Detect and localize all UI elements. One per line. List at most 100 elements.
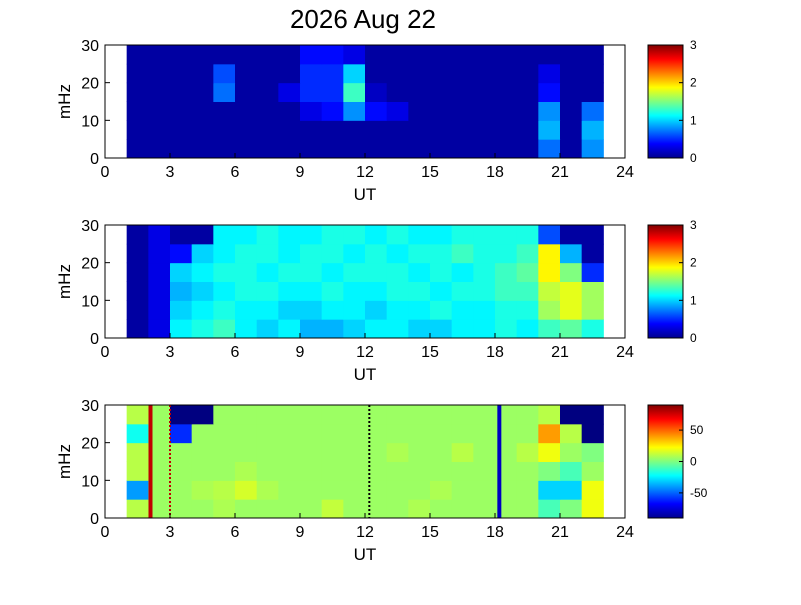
heat-cell — [365, 281, 388, 301]
heat-cell — [235, 480, 258, 500]
heat-cell — [170, 120, 193, 140]
heat-cell — [451, 120, 474, 140]
heat-cell — [516, 499, 539, 519]
heat-cell — [408, 499, 431, 519]
x-tick-label: 18 — [486, 164, 504, 181]
heat-cell — [256, 319, 279, 339]
heat-cell — [213, 101, 236, 121]
heat-cell — [148, 45, 171, 65]
heat-cell — [321, 120, 344, 140]
y-tick-label: 20 — [81, 76, 99, 93]
x-tick-label: 18 — [486, 524, 504, 541]
heat-cell — [300, 405, 323, 425]
heat-cell — [235, 281, 258, 301]
heat-cell — [300, 63, 323, 84]
heat-cell — [451, 319, 474, 339]
heat-cell — [451, 45, 474, 65]
heat-cell — [126, 319, 149, 339]
heat-cell — [343, 82, 366, 102]
heat-cell — [170, 139, 193, 159]
heat-cell — [213, 120, 236, 140]
heat-cell — [473, 120, 496, 140]
heat-cell — [430, 45, 453, 65]
heat-cell — [235, 243, 258, 264]
heat-cell — [191, 281, 214, 301]
heat-cell — [451, 243, 474, 264]
heat-cell — [430, 101, 453, 121]
heat-cell — [148, 139, 171, 159]
heat-cell — [430, 225, 453, 245]
heat-cell — [560, 225, 583, 245]
heat-cell — [408, 225, 431, 245]
heat-cell — [451, 225, 474, 245]
heat-cell — [495, 45, 518, 65]
heat-cell — [430, 405, 453, 425]
heat-cell — [126, 405, 149, 425]
heat-cell — [473, 480, 496, 500]
heat-cell — [451, 262, 474, 282]
heat-cell — [516, 461, 539, 481]
x-tick-label: 18 — [486, 344, 504, 361]
heat-cell — [321, 461, 344, 481]
heat-cell — [516, 405, 539, 425]
heat-cell — [148, 480, 171, 500]
heat-cell — [278, 405, 301, 425]
heat-cell — [538, 300, 561, 320]
heat-cell — [581, 300, 604, 320]
heat-cell — [170, 461, 193, 481]
colorbar-tick-label: 50 — [690, 423, 704, 437]
y-tick-label: 10 — [81, 473, 99, 490]
heat-cell — [581, 225, 604, 245]
heat-cell — [148, 405, 171, 425]
heat-cell — [235, 101, 258, 121]
heat-cell — [213, 262, 236, 282]
heat-cell — [495, 63, 518, 84]
heat-cell — [538, 82, 561, 102]
heat-cell — [321, 82, 344, 102]
colorbar-tick-label: 1 — [690, 113, 697, 127]
heat-cell — [191, 423, 214, 444]
y-tick-label: 0 — [90, 151, 99, 168]
x-tick-label: 6 — [231, 344, 240, 361]
heat-cell — [473, 101, 496, 121]
y-tick-label: 10 — [81, 293, 99, 310]
heat-cell — [148, 499, 171, 519]
heat-cell — [213, 319, 236, 339]
heat-cell — [365, 63, 388, 84]
heat-cell — [408, 139, 431, 159]
heat-cell — [300, 300, 323, 320]
heat-cell — [560, 405, 583, 425]
heat-cell — [213, 45, 236, 65]
heat-cell — [516, 101, 539, 121]
colorbar — [647, 404, 684, 519]
heat-cell — [430, 423, 453, 444]
heat-cell — [170, 319, 193, 339]
heat-cell — [321, 499, 344, 519]
heat-cell — [235, 139, 258, 159]
heat-cell — [473, 225, 496, 245]
heat-cell — [343, 300, 366, 320]
heat-cell — [473, 281, 496, 301]
heat-cell — [516, 480, 539, 500]
x-tick-label: 15 — [421, 524, 439, 541]
heat-cell — [516, 63, 539, 84]
heat-cell — [213, 461, 236, 481]
heat-cell — [365, 300, 388, 320]
heat-cell — [126, 423, 149, 444]
heat-cell — [126, 243, 149, 264]
y-axis-label: mHz — [55, 444, 74, 479]
heat-cell — [213, 82, 236, 102]
heat-cell — [581, 243, 604, 264]
heat-cell — [473, 262, 496, 282]
heat-cell — [365, 225, 388, 245]
heat-cell — [560, 63, 583, 84]
x-tick-label: 24 — [616, 344, 634, 361]
heat-cell — [278, 480, 301, 500]
heat-cell — [365, 120, 388, 140]
heat-cell — [386, 225, 409, 245]
heat-cell — [516, 262, 539, 282]
heat-cell — [343, 139, 366, 159]
heat-cell — [538, 319, 561, 339]
heat-cell — [408, 82, 431, 102]
heat-cell — [386, 461, 409, 481]
